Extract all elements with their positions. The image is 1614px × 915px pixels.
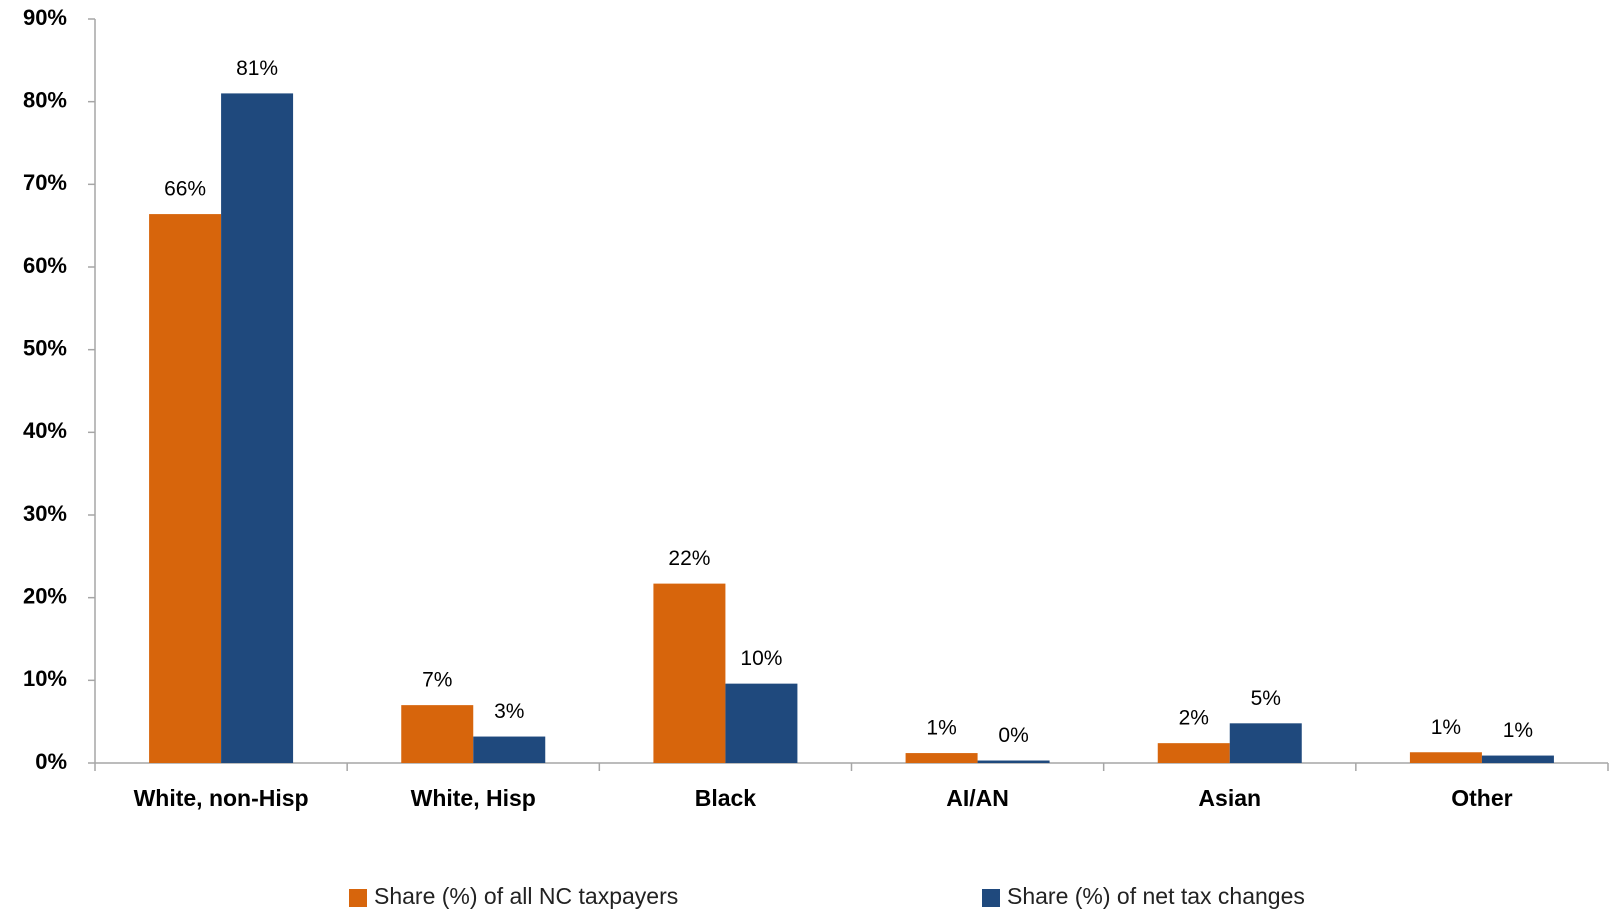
y-tick-label: 10%: [23, 666, 67, 691]
bar: [221, 93, 294, 763]
value-label: 5%: [1251, 687, 1281, 710]
legend-swatch: [982, 889, 1000, 907]
value-label: 1%: [1431, 716, 1461, 739]
x-tick-label: Other: [1451, 785, 1512, 811]
y-tick-label: 50%: [23, 335, 67, 360]
value-label: 10%: [740, 647, 782, 670]
legend-label: Share (%) of net tax changes: [1007, 883, 1305, 909]
y-tick-label: 40%: [23, 418, 67, 443]
y-tick-label: 70%: [23, 170, 67, 195]
y-tick-label: 20%: [23, 583, 67, 608]
y-tick-label: 90%: [23, 5, 67, 30]
bar: [473, 736, 546, 763]
bar: [1157, 743, 1230, 763]
x-tick-label: Black: [695, 785, 757, 811]
x-tick-label: White, non-Hisp: [134, 785, 309, 811]
y-tick-label: 80%: [23, 87, 67, 112]
value-label: 1%: [926, 717, 956, 740]
value-label: 81%: [236, 57, 278, 80]
x-tick-label: Asian: [1198, 785, 1261, 811]
bar: [725, 683, 798, 763]
x-tick-label: AI/AN: [946, 785, 1009, 811]
legend-label: Share (%) of all NC taxpayers: [374, 883, 678, 909]
value-label: 1%: [1503, 719, 1533, 742]
value-label: 2%: [1179, 707, 1209, 730]
bar: [149, 214, 222, 764]
y-tick-label: 60%: [23, 253, 67, 278]
bar: [1229, 723, 1302, 763]
value-label: 7%: [422, 669, 452, 692]
bar: [1481, 755, 1554, 763]
value-label: 0%: [998, 724, 1028, 747]
legend-swatch: [349, 889, 367, 907]
y-tick-label: 0%: [35, 749, 67, 774]
value-label: 22%: [668, 547, 710, 570]
y-tick-label: 30%: [23, 501, 67, 526]
value-label: 66%: [164, 178, 206, 201]
bar: [1409, 752, 1482, 763]
value-label: 3%: [494, 700, 524, 723]
bar: [401, 705, 474, 763]
bar: [977, 760, 1050, 763]
bar: [653, 583, 726, 763]
bar: [905, 753, 978, 763]
x-tick-label: White, Hisp: [411, 785, 536, 811]
